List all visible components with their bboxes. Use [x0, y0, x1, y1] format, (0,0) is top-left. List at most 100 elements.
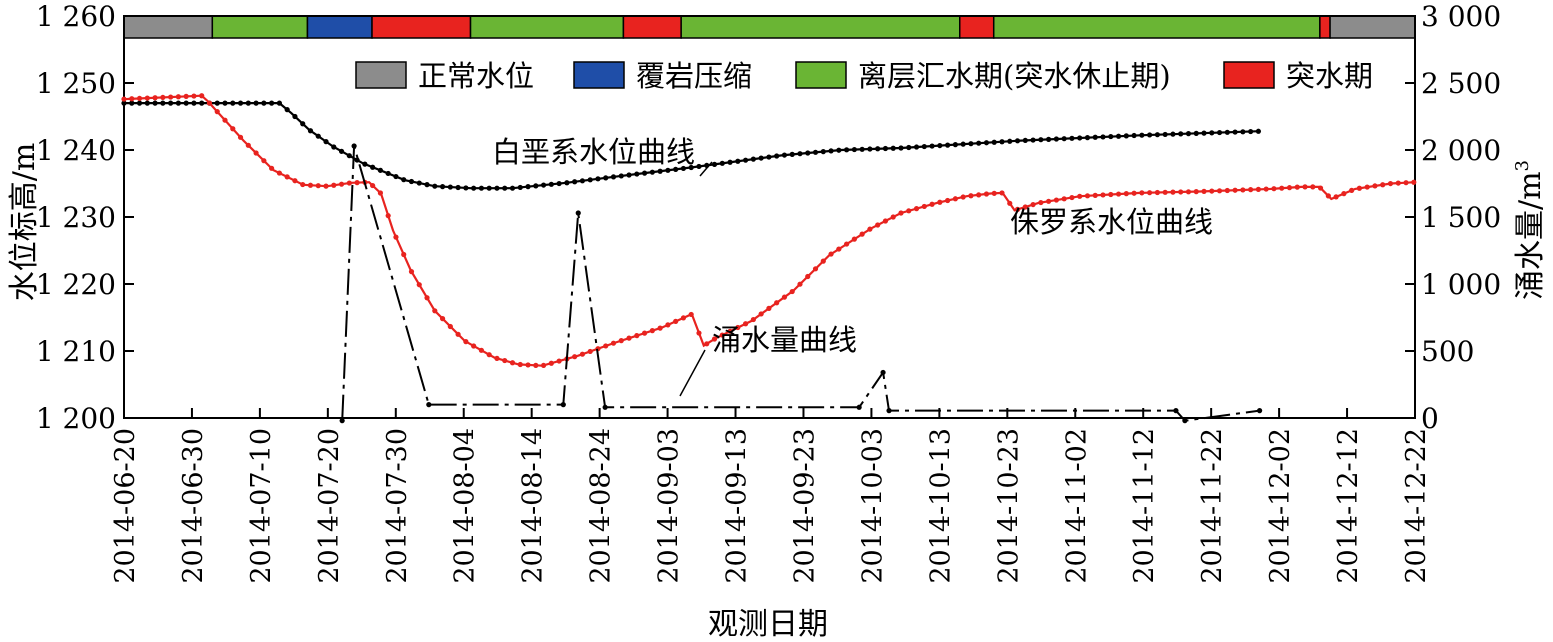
series-point-0 [121, 100, 127, 106]
series-point-0 [136, 100, 143, 106]
series-point-1 [1294, 184, 1300, 190]
series-point-0 [478, 185, 485, 191]
phase-segment-3 [371, 15, 472, 39]
series-point-0 [502, 185, 508, 191]
flow-point-5 [602, 404, 608, 410]
series-point-0 [688, 164, 694, 171]
series-point-1 [276, 170, 282, 176]
series-point-0 [447, 184, 453, 190]
series-point-1 [1403, 180, 1409, 186]
y-left-tick-label-2: 1 220 [36, 268, 116, 301]
series-point-0 [331, 144, 337, 150]
series-point-0 [711, 161, 718, 167]
series-point-0 [1030, 137, 1036, 143]
series-point-1 [812, 266, 819, 272]
series-point-0 [1022, 137, 1028, 144]
series-point-1 [1325, 193, 1331, 199]
annotation-leader-2 [679, 349, 706, 397]
x-tick-label-14: 2014-11-02 [1061, 428, 1092, 584]
series-point-1 [1248, 187, 1254, 193]
y-right-tick-label-2: 1 000 [1421, 268, 1501, 301]
series-point-0 [696, 163, 702, 170]
series-point-0 [618, 173, 624, 179]
x-tick-label-11: 2014-10-03 [857, 428, 888, 584]
series-point-0 [307, 128, 314, 134]
series-point-1 [820, 258, 826, 264]
series-point-0 [921, 143, 927, 150]
series-point-1 [1131, 190, 1137, 196]
series-point-0 [1046, 136, 1052, 142]
series-point-1 [1077, 193, 1083, 199]
series-point-1 [152, 95, 158, 101]
series-point-0 [867, 146, 873, 152]
flow-point-11 [1257, 408, 1263, 414]
x-tick-label-17: 2014-12-02 [1265, 428, 1296, 584]
series-point-1 [455, 331, 461, 337]
y-right-tick-label-5: 2 500 [1421, 67, 1501, 100]
series-point-1 [983, 191, 990, 197]
series-point-1 [680, 315, 687, 321]
series-point-0 [509, 185, 516, 191]
series-point-1 [991, 190, 997, 196]
series-point-1 [447, 323, 453, 330]
series-point-1 [1380, 182, 1386, 188]
series-point-0 [797, 151, 803, 157]
series-point-0 [276, 100, 282, 106]
series-point-1 [160, 94, 166, 101]
series-point-0 [1209, 130, 1215, 136]
series-point-0 [898, 145, 904, 151]
series-point-1 [976, 192, 982, 198]
series-point-1 [331, 182, 337, 188]
series-point-1 [719, 332, 725, 338]
series-point-1 [836, 246, 842, 252]
series-point-0 [680, 165, 687, 172]
series-point-1 [1185, 189, 1192, 195]
series-point-0 [261, 100, 267, 106]
series-point-1 [742, 321, 749, 327]
series-point-0 [1178, 131, 1184, 137]
series-point-0 [237, 100, 244, 106]
series-point-1 [175, 94, 181, 100]
series-point-0 [952, 142, 958, 148]
series-point-0 [572, 179, 578, 185]
flow-point-3 [560, 402, 566, 408]
series-point-1 [1061, 196, 1067, 202]
series-point-1 [1162, 189, 1168, 195]
series-point-1 [284, 174, 290, 180]
series-point-0 [750, 156, 756, 162]
series-point-1 [1092, 192, 1098, 198]
series-point-0 [766, 154, 772, 160]
x-tick-label-3: 2014-07-20 [314, 428, 345, 584]
series-point-0 [300, 121, 306, 127]
y-axis-right-label-group: 涌水量/m3 [1512, 160, 1548, 300]
series-point-1 [696, 330, 702, 336]
series-point-0 [587, 177, 593, 183]
series-point-0 [1108, 133, 1114, 140]
series-point-0 [175, 100, 181, 106]
series-point-0 [859, 146, 865, 152]
series-point-1 [704, 341, 710, 347]
series-point-1 [1139, 190, 1145, 196]
series-point-0 [719, 160, 725, 166]
series-point-1 [1147, 190, 1153, 196]
series-point-1 [300, 181, 306, 188]
series-point-0 [556, 180, 562, 187]
series-point-1 [851, 236, 857, 242]
series-point-0 [160, 100, 166, 106]
series-point-0 [191, 100, 197, 106]
series-point-0 [1115, 133, 1122, 139]
x-tick-label-10: 2014-09-23 [789, 428, 820, 584]
series-point-0 [812, 149, 819, 155]
ticks-layer: 1 200 1 210 1 220 1 230 1 240 1 250 1 260 0 500 1… [36, 0, 1501, 584]
series-point-1 [517, 361, 523, 368]
flow-point-0 [339, 418, 345, 424]
series-point-0 [129, 100, 135, 106]
series-point-1 [641, 330, 648, 336]
series-point-1 [766, 305, 772, 311]
series-point-0 [432, 183, 438, 189]
series-point-1 [711, 336, 718, 342]
series-point-1 [509, 360, 516, 366]
series-point-0 [758, 155, 764, 161]
